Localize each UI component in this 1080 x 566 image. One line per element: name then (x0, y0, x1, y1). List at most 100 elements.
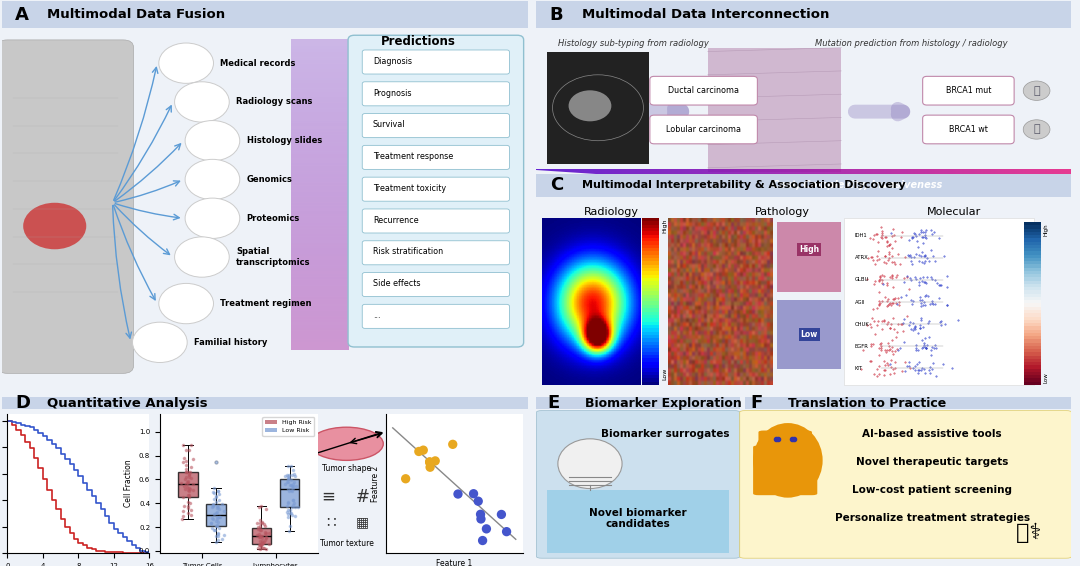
Text: D: D (15, 394, 30, 412)
FancyBboxPatch shape (362, 145, 510, 169)
FancyBboxPatch shape (740, 410, 1071, 558)
Text: Lobular carcinoma: Lobular carcinoma (666, 125, 741, 134)
Text: Treatment toxicity: Treatment toxicity (373, 184, 446, 193)
Text: Novel biomarker
candidates: Novel biomarker candidates (590, 508, 687, 529)
Text: ⚹: ⚹ (1034, 125, 1040, 135)
Text: Risk stratification: Risk stratification (373, 247, 443, 256)
Text: Low: Low (663, 367, 667, 380)
Text: Novel therapeutic targets: Novel therapeutic targets (856, 457, 1009, 467)
Circle shape (175, 82, 229, 122)
Text: F: F (751, 394, 762, 412)
FancyBboxPatch shape (922, 76, 1014, 105)
Text: Personalize treatment strategies: Personalize treatment strategies (835, 513, 1030, 524)
FancyBboxPatch shape (537, 397, 740, 409)
Text: Prognosis: Prognosis (373, 88, 411, 97)
Text: #: # (355, 488, 369, 506)
Text: Low-cost patient screening: Low-cost patient screening (852, 485, 1012, 495)
Text: ATRX: ATRX (854, 255, 868, 260)
FancyBboxPatch shape (650, 76, 757, 105)
Text: High: High (799, 245, 820, 254)
Circle shape (1023, 81, 1050, 100)
FancyBboxPatch shape (537, 410, 740, 558)
FancyBboxPatch shape (362, 82, 510, 106)
Circle shape (185, 198, 240, 238)
FancyBboxPatch shape (362, 209, 510, 233)
FancyBboxPatch shape (778, 222, 841, 292)
FancyBboxPatch shape (2, 397, 528, 409)
FancyBboxPatch shape (362, 50, 510, 74)
Text: Predictions: Predictions (380, 35, 456, 48)
Text: Low: Low (1043, 372, 1049, 383)
FancyBboxPatch shape (362, 177, 510, 201)
FancyBboxPatch shape (362, 273, 510, 297)
Text: Radiology scans: Radiology scans (237, 97, 312, 106)
Ellipse shape (558, 439, 622, 488)
Circle shape (1023, 120, 1050, 139)
Text: Side effects: Side effects (373, 279, 420, 288)
Text: Treatment regimen: Treatment regimen (220, 299, 312, 308)
Text: Multimodal Data Fusion: Multimodal Data Fusion (46, 8, 225, 21)
FancyBboxPatch shape (548, 52, 649, 164)
Text: C: C (550, 176, 563, 194)
Circle shape (175, 237, 229, 277)
Text: Medical records: Medical records (220, 59, 296, 68)
Text: Treatment response: Treatment response (373, 152, 453, 161)
Text: Spatial
transcriptomics: Spatial transcriptomics (237, 247, 311, 267)
Text: E: E (548, 394, 559, 412)
Text: Genomics: Genomics (246, 175, 293, 184)
Text: AGII: AGII (854, 299, 865, 305)
Text: B: B (550, 6, 564, 24)
Circle shape (568, 91, 611, 121)
Text: Pathology: Pathology (755, 208, 810, 217)
FancyBboxPatch shape (845, 218, 1034, 385)
FancyBboxPatch shape (362, 305, 510, 328)
Text: Ductal carcinoma: Ductal carcinoma (669, 86, 740, 95)
FancyBboxPatch shape (0, 40, 134, 374)
Text: Multimodal Data Interconnection: Multimodal Data Interconnection (582, 8, 829, 21)
FancyBboxPatch shape (650, 115, 757, 144)
Text: ...: ... (373, 311, 380, 320)
FancyBboxPatch shape (362, 241, 510, 265)
FancyBboxPatch shape (707, 48, 841, 171)
Circle shape (159, 284, 214, 324)
Text: Quantitative Analysis: Quantitative Analysis (46, 397, 207, 410)
Text: Radiology: Radiology (584, 208, 639, 217)
Text: ∷: ∷ (326, 514, 336, 529)
Ellipse shape (310, 427, 383, 460)
Text: Recurrence: Recurrence (373, 216, 418, 225)
Text: Tumor texture: Tumor texture (320, 539, 374, 548)
Text: AI-based assistive tools: AI-based assistive tools (863, 429, 1002, 439)
Circle shape (23, 203, 86, 249)
FancyBboxPatch shape (348, 35, 524, 347)
FancyBboxPatch shape (548, 490, 729, 553)
Text: Biomarker Exploration: Biomarker Exploration (584, 397, 741, 410)
Text: Low: Low (800, 330, 818, 339)
Text: ⚹: ⚹ (1034, 85, 1040, 96)
Text: Biomarker surrogates: Biomarker surrogates (600, 429, 729, 439)
Text: A: A (15, 6, 29, 24)
Circle shape (159, 43, 214, 83)
FancyBboxPatch shape (753, 445, 818, 495)
Text: Cost, Complexity, Invasiveness: Cost, Complexity, Invasiveness (772, 180, 943, 190)
Text: Mutation prediction from histology / radiology: Mutation prediction from histology / rad… (814, 39, 1008, 48)
Text: Translation to Practice: Translation to Practice (788, 397, 946, 410)
Text: ▦: ▦ (355, 514, 368, 529)
Text: High: High (663, 219, 667, 233)
Text: BRCA1 mut: BRCA1 mut (946, 86, 991, 95)
Text: Diagnosis: Diagnosis (373, 57, 411, 66)
Text: Proteomics: Proteomics (246, 214, 300, 223)
FancyBboxPatch shape (537, 174, 1071, 197)
FancyBboxPatch shape (922, 115, 1014, 144)
Text: Survival: Survival (373, 121, 405, 129)
Circle shape (133, 322, 187, 362)
Text: Multimodal Interpretability & Association Discovery: Multimodal Interpretability & Associatio… (582, 181, 905, 190)
FancyBboxPatch shape (362, 114, 510, 138)
Text: CHUK: CHUK (854, 321, 869, 327)
Text: Tumor shape: Tumor shape (322, 464, 372, 473)
Polygon shape (537, 170, 910, 195)
Ellipse shape (753, 423, 823, 498)
Text: ≡: ≡ (321, 488, 335, 506)
FancyBboxPatch shape (778, 299, 841, 370)
FancyBboxPatch shape (758, 431, 812, 452)
Text: Histology sub-typing from radiology: Histology sub-typing from radiology (558, 39, 708, 48)
